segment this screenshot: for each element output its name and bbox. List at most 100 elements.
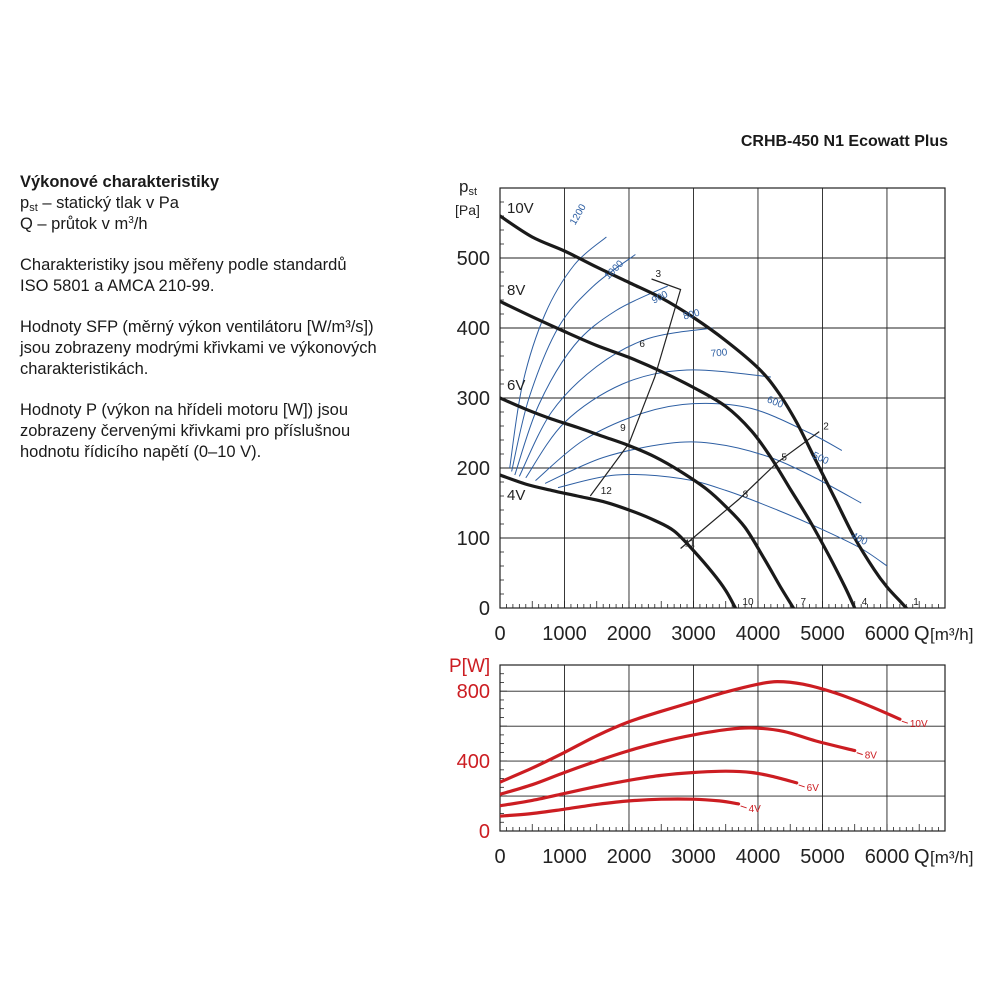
operating-point-label: 2 (823, 422, 829, 433)
x-tick-label: 2000 (607, 623, 652, 645)
sfp-line-3: charakteristikách. (20, 360, 149, 378)
operating-point-label: 3 (656, 269, 662, 280)
x-axis-label: Q (914, 623, 930, 645)
sfp-curve (535, 402, 843, 481)
description-q-line: Q – průtok v m3/h (20, 214, 420, 235)
series-label: 6V (507, 377, 525, 394)
power-series-label: 8V (865, 751, 878, 762)
description-sfp: Hodnoty SFP (měrný výkon ventilátoru [W/… (20, 317, 420, 380)
x-tick-label: 2000 (607, 846, 652, 868)
end-point-label: 7 (800, 597, 806, 608)
x-tick-label: 6000 (865, 623, 910, 645)
sfp-label: 500 (810, 450, 830, 467)
sfp-label: 900 (650, 289, 670, 307)
end-point-label: 1 (913, 597, 919, 608)
sfp-label: 1200 (568, 202, 589, 227)
standards-line-2: ISO 5801 a AMCA 210-99. (20, 277, 215, 295)
x-axis-unit: [m³/h] (930, 625, 973, 644)
y-tick-label: 500 (457, 248, 490, 270)
x-tick-label: 5000 (800, 846, 845, 868)
x-tick-label: 4000 (736, 846, 781, 868)
y-axis-label: P[W] (449, 656, 490, 677)
sfp-curve (557, 474, 888, 567)
operating-point-label: 9 (620, 423, 626, 434)
power-chart: 0 1000 2000 3000 4000 5000 6000 0 400 800 P[W] Q [m³… (449, 656, 973, 868)
q-text-sup: 3 (128, 215, 134, 226)
pst-subscript: st (29, 202, 38, 214)
pst-text: – statický tlak v Pa (37, 194, 179, 212)
sfp-line-1: Hodnoty SFP (měrný výkon ventilátoru [W/… (20, 318, 374, 336)
sfp-curve (511, 254, 636, 472)
y-axis-label: pst (459, 177, 477, 198)
y-tick-label: 400 (457, 751, 490, 773)
x-tick-label: 3000 (671, 846, 716, 868)
x-tick-label: 1000 (542, 846, 587, 868)
sfp-curve (514, 285, 668, 476)
x-axis-label: Q (914, 846, 930, 868)
power-series-label: 10V (910, 719, 928, 730)
series-line (500, 299, 857, 608)
x-tick-label: 3000 (671, 623, 716, 645)
y-tick-label: 400 (457, 318, 490, 340)
sfp-line-2: jsou zobrazeny modrými křivkami ve výkon… (20, 339, 377, 357)
power-label-leader (856, 752, 863, 756)
series-label: 4V (507, 487, 525, 504)
x-tick-label: 0 (494, 846, 505, 868)
power-line-2: zobrazeny červenými křivkami pro přísluš… (20, 422, 351, 440)
description-heading: Výkonové charakteristiky (20, 173, 220, 191)
series-label: 10V (507, 200, 534, 217)
power-series-line (500, 769, 799, 808)
chart-title: CRHB-450 N1 Ecowatt Plus (740, 133, 948, 150)
power-series-line (500, 797, 741, 818)
operating-point-label: 11 (685, 539, 696, 550)
operating-point-label: 6 (639, 339, 645, 350)
description-panel: Výkonové charakteristiky pst – statický … (20, 172, 420, 483)
y-tick-label: 800 (457, 681, 490, 703)
q-text-post: /h (133, 215, 148, 233)
end-point-label: 10 (742, 597, 754, 608)
series-line (500, 396, 795, 608)
x-tick-label: 4000 (736, 623, 781, 645)
x-tick-label: 0 (494, 623, 505, 645)
series-line (500, 473, 737, 608)
power-series-line (500, 679, 902, 784)
power-line-1: Hodnoty P (výkon na hřídeli motoru [W]) … (20, 401, 349, 419)
operating-point-label: 8 (743, 490, 749, 501)
pst-symbol: p (20, 194, 30, 212)
power-frame (499, 664, 946, 832)
sfp-label: 400 (849, 531, 869, 549)
power-series-line (500, 726, 857, 796)
power-line-3: hodnotu řídicího napětí (0–10 V). (20, 443, 262, 461)
sfp-label: 700 (710, 347, 728, 359)
pressure-plot-area (500, 214, 908, 608)
x-tick-label: 6000 (865, 846, 910, 868)
x-tick-label: 1000 (542, 623, 587, 645)
series-label: 8V (507, 282, 525, 299)
y-tick-label: 100 (457, 528, 490, 550)
power-label-leader (901, 720, 909, 724)
sfp-curve (518, 327, 713, 477)
sfp-curve (525, 369, 771, 479)
pressure-chart: 0 1000 2000 3000 4000 5000 6000 0 100 200 300 400 50… (455, 177, 973, 645)
y-tick-label: 0 (479, 821, 490, 843)
description-pst-line: pst – statický tlak v Pa (20, 193, 420, 214)
operating-line (589, 278, 682, 497)
power-plot-area (500, 679, 902, 818)
power-series-label: 4V (749, 804, 762, 815)
power-series-label: 6V (807, 783, 820, 794)
description-power: Hodnoty P (výkon na hřídeli motoru [W]) … (20, 400, 420, 463)
standards-line-1: Charakteristiky jsou měřeny podle standa… (20, 256, 347, 274)
power-label-leader (740, 805, 747, 809)
end-point-label: 4 (862, 597, 868, 608)
sfp-curve (509, 236, 607, 469)
operating-line (680, 431, 820, 549)
y-tick-label: 0 (479, 598, 490, 620)
operating-point-label: 12 (601, 486, 613, 497)
x-tick-label: 5000 (800, 623, 845, 645)
description-standards: Charakteristiky jsou měřeny podle standa… (20, 255, 420, 297)
series-line (500, 214, 908, 608)
y-tick-label: 200 (457, 458, 490, 480)
power-label-leader (798, 784, 805, 788)
sfp-curve (544, 441, 862, 504)
